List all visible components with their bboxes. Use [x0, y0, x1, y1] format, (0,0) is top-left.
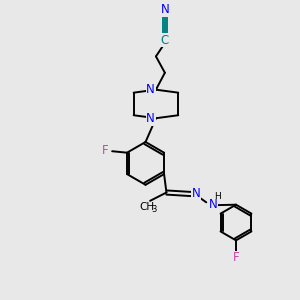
Text: N: N — [146, 82, 155, 96]
Text: N: N — [146, 112, 155, 125]
Text: N: N — [160, 3, 169, 16]
Text: H: H — [214, 193, 221, 202]
Text: CH: CH — [139, 202, 154, 212]
Text: F: F — [233, 251, 240, 264]
Text: 3: 3 — [151, 205, 156, 214]
Text: C: C — [161, 34, 169, 47]
Text: N: N — [208, 198, 217, 211]
Text: N: N — [192, 187, 200, 200]
Text: F: F — [102, 144, 109, 157]
